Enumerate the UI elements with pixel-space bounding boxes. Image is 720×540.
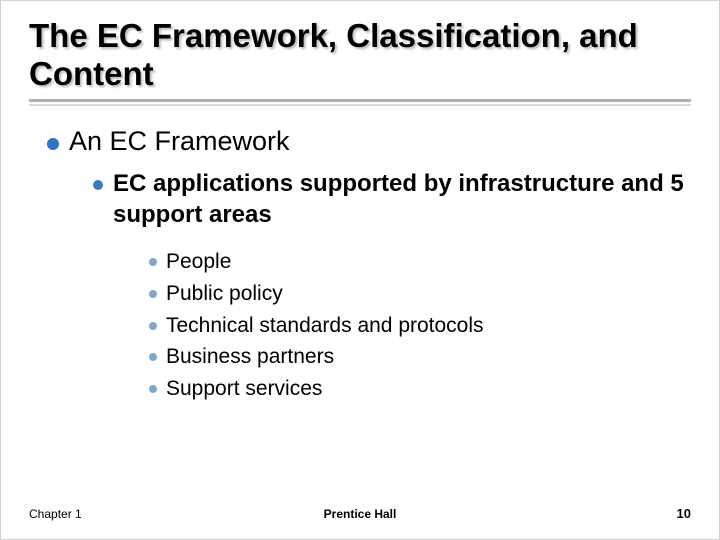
content-area: An EC Framework EC applications supporte… bbox=[37, 126, 691, 403]
bullet-level-3: Public policy bbox=[149, 280, 691, 308]
bullet-l3-text: People bbox=[166, 248, 231, 276]
bullet-icon bbox=[149, 385, 157, 393]
bullet-level-2: EC applications supported by infrastruct… bbox=[93, 169, 691, 230]
bullet-icon bbox=[93, 180, 103, 190]
bullet-l2-text: EC applications supported by infrastruct… bbox=[113, 169, 691, 230]
footer-page-number: 10 bbox=[677, 506, 691, 521]
bullet-l3-text: Public policy bbox=[166, 280, 283, 308]
bullet-icon bbox=[149, 290, 157, 298]
bullet-l3-text: Support services bbox=[166, 375, 322, 403]
footer: Chapter 1 Prentice Hall 10 bbox=[1, 503, 719, 521]
bullet-icon bbox=[149, 322, 157, 330]
slide: The EC Framework, Classification, and Co… bbox=[0, 0, 720, 540]
bullet-level-3: Business partners bbox=[149, 343, 691, 371]
bullet-l3-text: Business partners bbox=[166, 343, 334, 371]
rule-top bbox=[29, 99, 691, 102]
rule-bottom bbox=[29, 104, 691, 106]
bullet-level-1: An EC Framework bbox=[47, 126, 691, 157]
title-block: The EC Framework, Classification, and Co… bbox=[29, 17, 691, 106]
bullet-icon bbox=[149, 258, 157, 266]
bullet-level-3: Technical standards and protocols bbox=[149, 312, 691, 340]
bullet-icon bbox=[47, 138, 59, 150]
bullet-icon bbox=[149, 353, 157, 361]
bullet-l3-text: Technical standards and protocols bbox=[166, 312, 484, 340]
bullet-level-3: People bbox=[149, 248, 691, 276]
slide-title: The EC Framework, Classification, and Co… bbox=[29, 17, 691, 93]
title-underline bbox=[29, 99, 691, 106]
bullet-level-3: Support services bbox=[149, 375, 691, 403]
footer-publisher: Prentice Hall bbox=[1, 507, 719, 521]
bullet-l1-text: An EC Framework bbox=[69, 126, 290, 157]
